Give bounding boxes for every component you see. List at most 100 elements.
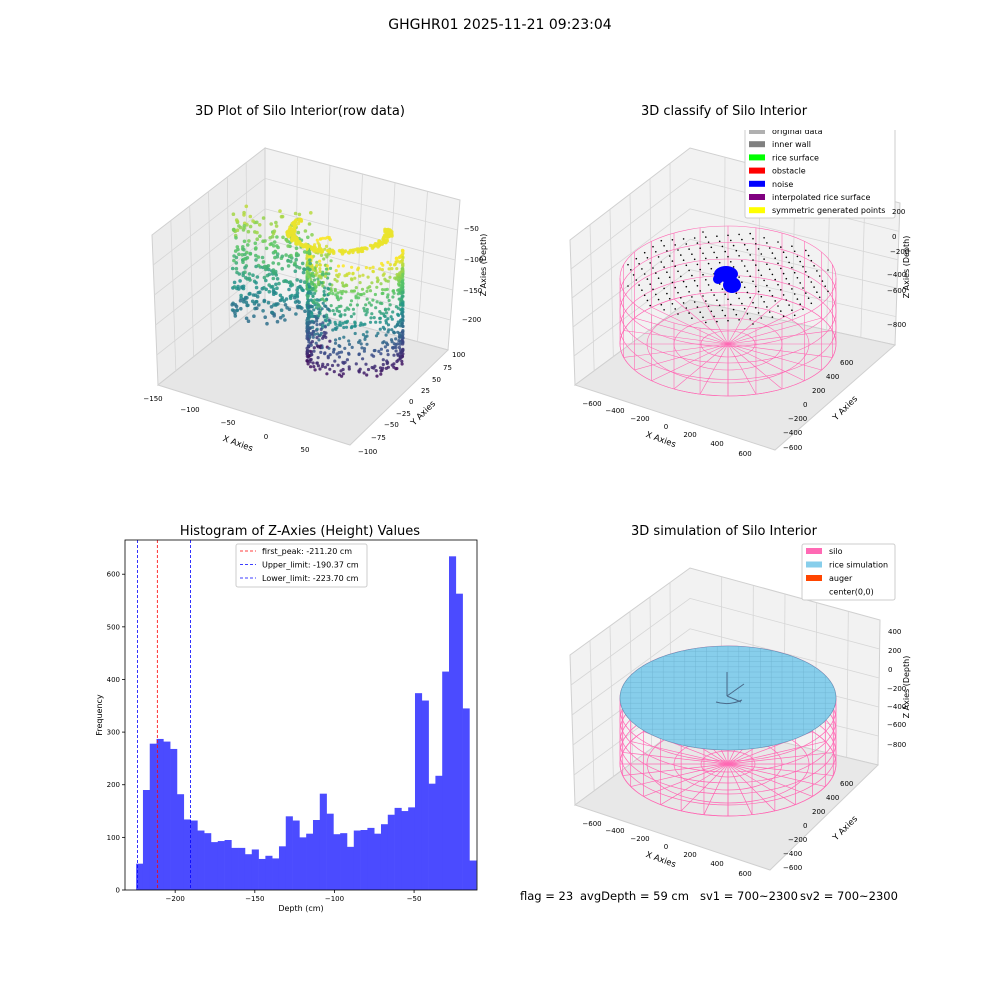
- raw-point: [294, 257, 299, 262]
- interpolated-point: [763, 279, 765, 282]
- raw-point: [306, 244, 311, 248]
- raw-point: [385, 349, 390, 353]
- raw-point: [365, 289, 369, 293]
- raw-point: [340, 281, 345, 285]
- raw-point: [280, 297, 284, 302]
- raw-point: [388, 303, 392, 307]
- raw-point: [368, 289, 373, 293]
- interpolated-point: [638, 263, 640, 265]
- raw-point: [254, 253, 258, 258]
- raw-point: [295, 299, 300, 303]
- raw-point: [335, 306, 339, 310]
- legend-swatch: [806, 575, 822, 581]
- interpolated-point: [677, 313, 679, 315]
- raw-point: [384, 321, 388, 325]
- raw-point: [298, 284, 302, 289]
- raw-point: [380, 288, 385, 292]
- raw-point: [306, 295, 310, 299]
- classify-z-tick: 0: [892, 233, 896, 241]
- raw-point: [391, 289, 396, 293]
- raw-point: [381, 362, 385, 367]
- raw-y-tick: 100: [452, 351, 465, 359]
- raw-point: [368, 320, 373, 324]
- raw-point: [394, 256, 398, 261]
- raw-point: [323, 351, 327, 355]
- raw-point: [398, 331, 402, 335]
- raw-point: [311, 268, 315, 272]
- raw-point: [311, 271, 315, 275]
- raw-point: [338, 320, 342, 325]
- raw-point: [235, 228, 240, 232]
- raw-point: [400, 330, 404, 334]
- raw-point: [289, 259, 293, 264]
- raw-point: [386, 365, 390, 369]
- raw-point: [315, 361, 319, 365]
- raw-point: [400, 312, 404, 316]
- interpolated-point: [707, 241, 710, 243]
- raw-point: [309, 298, 313, 302]
- interpolated-point: [788, 261, 790, 264]
- raw-point: [261, 309, 265, 313]
- interpolated-point: [788, 283, 790, 285]
- interpolated-point: [807, 297, 810, 300]
- histogram-bar: [231, 847, 239, 890]
- raw-point: [369, 316, 373, 320]
- interpolated-point: [755, 264, 757, 266]
- raw-point: [309, 278, 313, 282]
- raw-point: [364, 266, 368, 270]
- interpolated-point: [705, 279, 707, 281]
- interpolated-point: [660, 303, 663, 306]
- raw-point: [246, 229, 251, 234]
- interpolated-point: [738, 233, 740, 236]
- raw-point: [318, 263, 322, 267]
- histogram-bar: [387, 814, 395, 890]
- status-sv1: sv1 = 700~2300: [700, 889, 798, 903]
- raw-point: [378, 301, 382, 305]
- raw-point: [250, 299, 255, 304]
- raw-y-ticks: 100 75 50 25 0 −25 −50 −75 −100: [358, 351, 465, 456]
- histogram-bar: [340, 833, 348, 890]
- raw-point: [362, 246, 366, 250]
- interpolated-point: [643, 273, 646, 275]
- raw-point: [395, 272, 399, 277]
- raw-point: [370, 353, 374, 357]
- raw-point: [362, 371, 366, 375]
- interpolated-point: [796, 255, 799, 258]
- raw-point-cloud: [230, 204, 405, 378]
- raw-point: [363, 335, 367, 339]
- status-flag: flag = 23: [520, 889, 574, 903]
- raw-point: [320, 307, 324, 311]
- simulation-x-tick: 600: [738, 870, 751, 878]
- classify-z-label: Z Axies (Depth): [902, 236, 911, 299]
- raw-point: [342, 325, 346, 330]
- raw-point: [325, 313, 329, 317]
- raw-point: [378, 327, 382, 331]
- legend-swatch: [749, 130, 765, 134]
- raw-point: [386, 323, 391, 327]
- histogram-bar: [265, 855, 273, 890]
- raw-point: [327, 318, 331, 322]
- raw-point: [323, 236, 327, 240]
- simulation-x-tick: 400: [710, 860, 723, 868]
- raw-point: [350, 278, 354, 282]
- raw-point: [401, 336, 405, 340]
- raw-point: [264, 246, 269, 251]
- raw-point: [337, 248, 342, 253]
- raw-point: [347, 339, 351, 343]
- interpolated-point: [702, 252, 704, 255]
- histogram-bar: [319, 793, 327, 890]
- raw-point: [315, 323, 319, 327]
- classify-z-tick: −400: [887, 271, 906, 279]
- histogram-y-ticks: 0 100 200 300 400 500 600: [107, 571, 125, 895]
- interpolated-point: [671, 281, 674, 284]
- interpolated-point: [724, 250, 726, 253]
- interpolated-point: [735, 249, 738, 252]
- interpolated-point: [682, 259, 685, 262]
- interpolated-point: [796, 277, 799, 279]
- raw-point: [308, 261, 313, 266]
- legend-swatch: [806, 561, 822, 568]
- raw-point: [243, 270, 247, 275]
- histogram-y-tick: 100: [107, 834, 120, 842]
- histogram-bar: [414, 693, 423, 890]
- raw-point: [365, 307, 369, 312]
